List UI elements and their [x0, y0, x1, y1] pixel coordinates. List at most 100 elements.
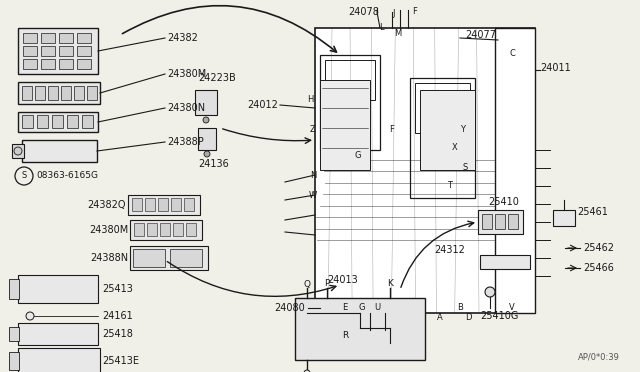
- Bar: [482, 214, 492, 229]
- Text: U: U: [374, 304, 380, 312]
- Bar: [170, 249, 202, 267]
- Bar: [22, 115, 33, 128]
- Circle shape: [203, 117, 209, 123]
- Circle shape: [26, 312, 34, 320]
- Circle shape: [15, 167, 33, 185]
- Text: 25466: 25466: [583, 263, 614, 273]
- Text: 24078: 24078: [348, 7, 379, 17]
- Bar: [18, 323, 98, 345]
- Text: F: F: [413, 7, 417, 16]
- Bar: [48, 86, 58, 100]
- Text: G: G: [359, 304, 365, 312]
- Text: A: A: [437, 314, 443, 323]
- Bar: [415, 83, 470, 133]
- Bar: [508, 214, 518, 229]
- Circle shape: [304, 370, 310, 372]
- Bar: [23, 59, 37, 69]
- Text: 24077: 24077: [465, 30, 496, 40]
- Text: 24388P: 24388P: [167, 137, 204, 147]
- Text: 25410G: 25410G: [480, 311, 518, 321]
- Bar: [77, 46, 91, 56]
- Bar: [77, 59, 91, 69]
- Text: F: F: [390, 125, 394, 135]
- Bar: [420, 90, 475, 170]
- Bar: [77, 33, 91, 43]
- Text: Y: Y: [461, 125, 465, 135]
- Bar: [18, 348, 100, 372]
- Bar: [128, 195, 200, 215]
- Text: M: M: [394, 29, 402, 38]
- Text: 08363-6165G: 08363-6165G: [36, 171, 98, 180]
- Bar: [12, 144, 24, 158]
- Bar: [41, 46, 55, 56]
- Text: 25413E: 25413E: [102, 356, 139, 366]
- Bar: [134, 223, 144, 236]
- Bar: [52, 115, 63, 128]
- Bar: [23, 33, 37, 43]
- Bar: [184, 198, 194, 211]
- Bar: [295, 298, 425, 360]
- Text: D: D: [465, 314, 471, 323]
- Bar: [478, 210, 523, 234]
- Text: K: K: [387, 279, 393, 289]
- Text: S: S: [21, 171, 27, 180]
- Bar: [495, 28, 535, 313]
- Bar: [18, 112, 98, 132]
- Bar: [198, 128, 216, 150]
- Text: 24223B: 24223B: [198, 73, 236, 83]
- Bar: [320, 55, 380, 150]
- Bar: [320, 80, 370, 170]
- Bar: [67, 115, 78, 128]
- Bar: [147, 223, 157, 236]
- Bar: [195, 90, 217, 115]
- Bar: [37, 115, 48, 128]
- Bar: [9, 327, 19, 341]
- Text: V: V: [509, 304, 515, 312]
- Bar: [132, 198, 142, 211]
- Bar: [9, 279, 19, 299]
- Bar: [59, 59, 73, 69]
- Text: C: C: [509, 49, 515, 58]
- Text: X: X: [452, 144, 458, 153]
- Text: T: T: [447, 180, 452, 189]
- Circle shape: [204, 151, 210, 157]
- Bar: [171, 198, 181, 211]
- Text: 24080: 24080: [275, 303, 305, 313]
- Bar: [173, 223, 183, 236]
- Text: P: P: [324, 279, 330, 289]
- Bar: [553, 210, 575, 226]
- Bar: [130, 246, 208, 270]
- Text: 24312: 24312: [434, 245, 465, 255]
- Bar: [59, 46, 73, 56]
- Text: H: H: [307, 96, 313, 105]
- Bar: [9, 352, 19, 370]
- Bar: [59, 33, 73, 43]
- Bar: [315, 28, 535, 313]
- Text: 24161: 24161: [102, 311, 132, 321]
- Bar: [133, 249, 165, 267]
- Text: E: E: [342, 304, 348, 312]
- Text: 24136: 24136: [198, 159, 228, 169]
- Text: 25462: 25462: [583, 243, 614, 253]
- Bar: [325, 60, 375, 100]
- Bar: [61, 86, 71, 100]
- Bar: [145, 198, 155, 211]
- Bar: [158, 198, 168, 211]
- Bar: [130, 220, 202, 240]
- Bar: [410, 78, 475, 198]
- Circle shape: [485, 287, 495, 297]
- Text: Z: Z: [310, 125, 316, 135]
- Text: 25461: 25461: [577, 207, 608, 217]
- Bar: [22, 86, 32, 100]
- Text: 24382Q: 24382Q: [88, 200, 126, 210]
- Text: 24380M: 24380M: [89, 225, 128, 235]
- Bar: [18, 82, 100, 104]
- Text: J: J: [393, 10, 396, 19]
- Bar: [22, 140, 97, 162]
- Bar: [23, 46, 37, 56]
- Text: B: B: [457, 304, 463, 312]
- Bar: [18, 275, 98, 303]
- Bar: [74, 86, 84, 100]
- Text: R: R: [342, 331, 348, 340]
- Circle shape: [14, 147, 22, 155]
